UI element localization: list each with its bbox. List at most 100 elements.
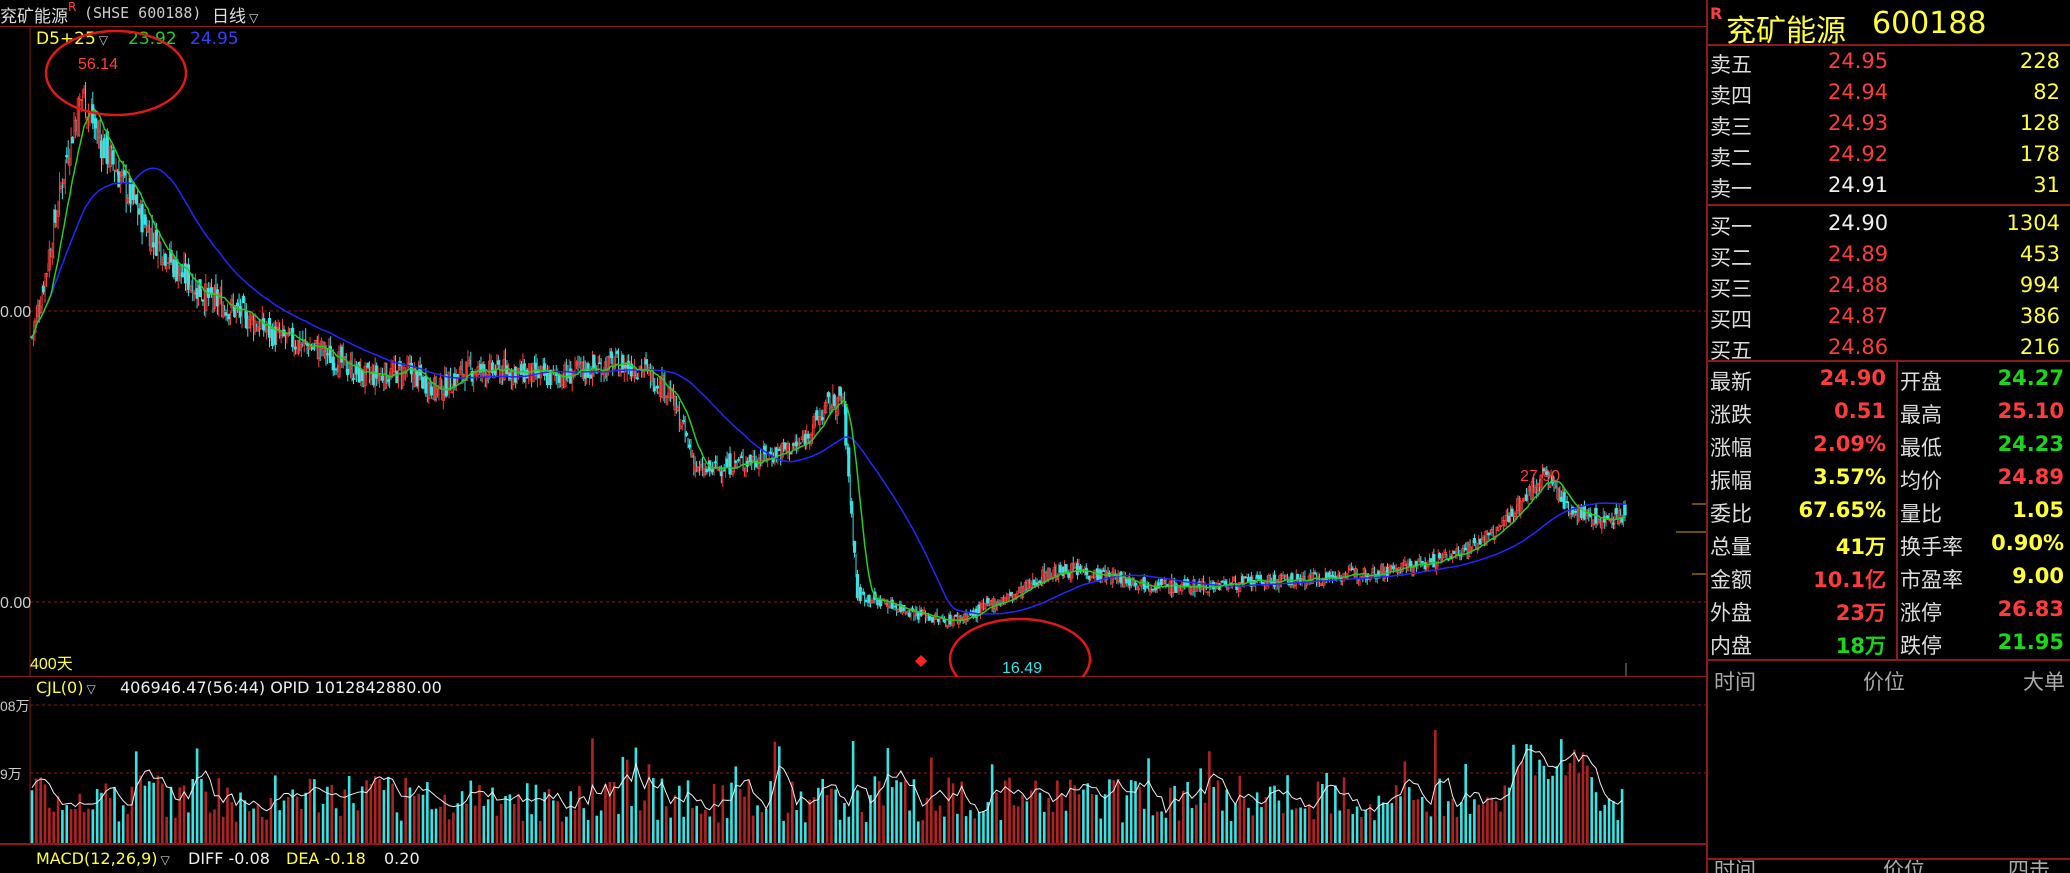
volume-bar	[1512, 744, 1515, 843]
candle-body	[105, 131, 109, 165]
stat-label: 振幅	[1710, 469, 1752, 493]
volume-bar	[478, 784, 481, 843]
volume-selector[interactable]: CJL(0) ▽	[36, 678, 96, 697]
volume-bar	[543, 792, 546, 843]
ask-row[interactable]: 卖一 24.91 31	[1708, 171, 2070, 202]
volume-bar	[1264, 797, 1268, 843]
volume-bar	[608, 781, 612, 843]
ask-row[interactable]: 卖四 24.94 82	[1708, 78, 2070, 109]
volume-bar	[221, 816, 225, 843]
volume-bar	[956, 813, 959, 843]
volume-bar	[399, 820, 403, 843]
candle-body	[1313, 572, 1317, 575]
volume-bar	[1216, 780, 1220, 843]
volume-bar	[104, 783, 108, 843]
bid-price: 24.87	[1828, 304, 1889, 328]
volume-bar	[1420, 796, 1424, 843]
volume-bar	[148, 781, 151, 843]
volume-bar	[226, 787, 229, 843]
ask-row[interactable]: 卖二 24.92 178	[1708, 140, 2070, 171]
kline-chart[interactable]: 0.00 0.00 56.14 16.49 27.90 400天	[0, 26, 1706, 677]
chevron-down-icon: ▽	[98, 33, 109, 47]
candle-body	[366, 363, 370, 368]
bid-row[interactable]: 买四 24.87 386	[1708, 302, 2070, 333]
volume-bar	[1425, 811, 1428, 843]
candle-body	[748, 454, 752, 463]
volume-bar	[860, 812, 864, 843]
candle-body	[430, 386, 434, 396]
bid-row[interactable]: 买五 24.86 216	[1708, 333, 2070, 364]
volume-bar	[734, 766, 738, 843]
volume-bar	[378, 779, 381, 843]
volume-bar	[30, 790, 34, 843]
ask-price: 24.94	[1828, 80, 1889, 104]
quote-panel: R 兖矿能源 600188 卖五 24.95 228 卖四 24.94 82 卖…	[1708, 0, 2070, 873]
candle-body	[331, 356, 335, 371]
bid-row[interactable]: 买三 24.88 994	[1708, 271, 2070, 302]
stock-code: (SHSE 600188)	[84, 4, 202, 22]
volume-bar	[195, 748, 199, 843]
candle-body	[175, 259, 179, 282]
period-select[interactable]: 日线 ▽	[212, 7, 259, 27]
volume-bar	[990, 764, 994, 843]
candle-body	[806, 433, 810, 439]
volume-bar	[426, 782, 429, 843]
volume-bar	[634, 747, 638, 843]
volume-bar	[421, 794, 425, 843]
volume-bar	[343, 789, 347, 843]
volume-bar	[230, 802, 234, 843]
volume-chart[interactable]: 08万 9万	[0, 697, 1706, 845]
volume-bar	[1607, 798, 1611, 843]
volume-bar	[790, 781, 794, 843]
volume-bar	[1199, 768, 1202, 843]
tick-header-time: 时间	[1714, 860, 1756, 873]
candle-body	[1351, 568, 1355, 571]
volume-bar	[643, 800, 646, 843]
volume-bar	[482, 805, 486, 843]
candle-body	[864, 599, 868, 603]
volume-bar	[1238, 775, 1242, 843]
bid-price: 24.89	[1828, 242, 1889, 266]
volume-bar	[182, 785, 186, 843]
stat-label: 开盘	[1900, 370, 1942, 394]
volume-bar	[1460, 802, 1463, 843]
macd-diff: DIFF -0.08	[188, 849, 270, 868]
macd-selector[interactable]: MACD(12,26,9) ▽	[36, 849, 170, 868]
volume-bar	[313, 779, 316, 843]
volume-bar	[126, 813, 129, 843]
volume-bar	[625, 759, 629, 843]
volume-bar	[930, 757, 933, 843]
volume-bar	[578, 785, 581, 843]
stat-value: 18万	[1835, 634, 1886, 658]
candle-body	[140, 204, 144, 233]
bid-row[interactable]: 买一 24.90 1304	[1708, 209, 2070, 240]
candle-body	[1087, 575, 1091, 580]
volume-bar	[1412, 799, 1415, 843]
bid-row[interactable]: 买二 24.89 453	[1708, 240, 2070, 271]
candle-body	[1241, 576, 1245, 585]
volume-bar	[1203, 802, 1207, 843]
volume-bar	[895, 780, 898, 843]
volume-bar	[556, 801, 559, 843]
ask-price: 24.91	[1828, 173, 1889, 197]
volume-bar	[1212, 787, 1216, 843]
volume-bar	[1073, 785, 1076, 843]
volume-bar	[408, 787, 412, 843]
volume-bar	[169, 786, 173, 843]
candle-body	[293, 346, 298, 350]
volume-bar	[525, 783, 529, 843]
candle-body	[1464, 547, 1468, 551]
volume-bar	[321, 803, 325, 843]
volume-bar	[382, 790, 386, 843]
bid-level-label: 买四	[1710, 308, 1752, 332]
volume-bar	[882, 805, 885, 843]
ask-row[interactable]: 卖三 24.93 128	[1708, 109, 2070, 140]
ma-selector[interactable]: D5+25 ▽	[36, 29, 109, 49]
volume-bar	[165, 816, 168, 843]
ask-row[interactable]: 卖五 24.95 228	[1708, 47, 2070, 78]
candle-body	[134, 194, 138, 204]
volume-bar	[234, 821, 238, 843]
volume-bar	[1038, 792, 1042, 843]
candle-body	[1565, 501, 1569, 503]
stat-value: 10.1亿	[1813, 568, 1886, 592]
